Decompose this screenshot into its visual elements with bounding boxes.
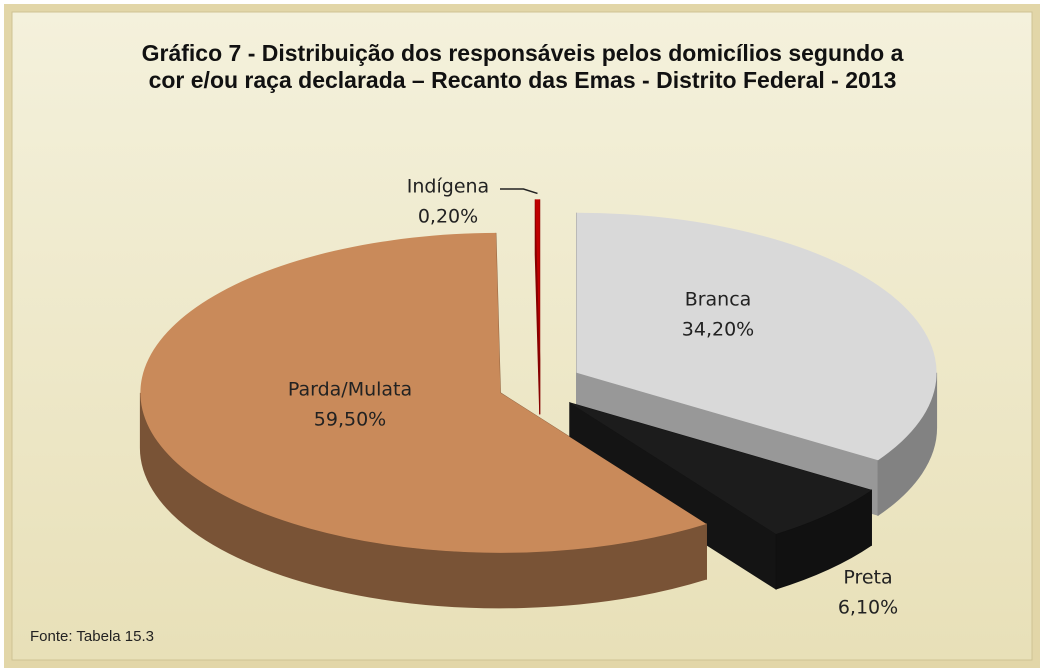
slice-label: Indígena — [407, 176, 489, 198]
slice — [576, 212, 937, 461]
slice-label: Branca — [685, 289, 752, 311]
slice — [535, 199, 540, 360]
slice-label: Preta — [843, 567, 892, 589]
chart-title: Gráfico 7 - Distribuição dos responsávei… — [141, 40, 904, 93]
source-note: Fonte: Tabela 15.3 — [30, 628, 154, 645]
slice-value-label: 0,20% — [418, 206, 478, 228]
slice-value-label: 59,50% — [314, 409, 386, 431]
leader-line — [500, 188, 538, 195]
slice — [569, 402, 872, 535]
slice-value-label: 34,20% — [682, 319, 754, 341]
slice — [140, 232, 707, 553]
slice-label: Parda/Mulata — [288, 379, 412, 401]
slice-value-label: 6,10% — [838, 597, 898, 619]
